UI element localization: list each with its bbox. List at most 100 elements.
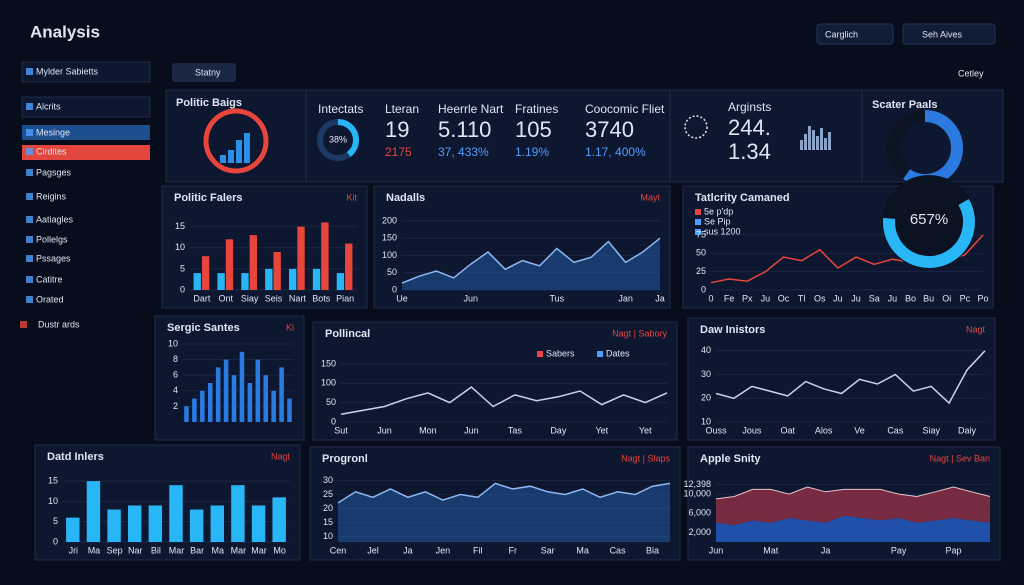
bar bbox=[239, 351, 245, 422]
x-tick-label: Pc bbox=[960, 293, 971, 303]
legend-swatch bbox=[695, 219, 701, 225]
x-tick-label: Bu bbox=[923, 293, 934, 303]
bar bbox=[249, 235, 257, 290]
sidebar-row[interactable] bbox=[21, 61, 151, 83]
legend-item: Se Pip bbox=[704, 216, 731, 226]
donut-decor bbox=[317, 119, 359, 161]
dropdown[interactable] bbox=[816, 23, 894, 45]
chart-badge: Nagt | Sabory bbox=[612, 328, 667, 338]
sidebar-item[interactable]: Cirdites bbox=[36, 146, 67, 156]
x-tick-label: Sa bbox=[869, 293, 880, 303]
bar bbox=[263, 375, 269, 422]
dropdown-label[interactable]: Carglich bbox=[825, 29, 858, 39]
chart-title: Tatlcrity Camaned bbox=[695, 192, 790, 204]
panel bbox=[165, 89, 307, 183]
x-tick-label: Pap bbox=[945, 545, 961, 555]
y-tick-label: 100 bbox=[382, 250, 397, 260]
x-tick-label: Nart bbox=[289, 293, 307, 303]
bar bbox=[289, 268, 297, 290]
kpi-sub: 1.19% bbox=[515, 145, 549, 159]
sidebar-item[interactable]: Mesinge bbox=[36, 127, 70, 137]
sidebar-item[interactable]: Dustr ards bbox=[38, 319, 80, 329]
toolbar-button-label[interactable]: Statny bbox=[195, 67, 221, 77]
y-tick-label: 10 bbox=[175, 242, 185, 252]
x-tick-label: Siay bbox=[922, 425, 940, 435]
x-tick-label: Bar bbox=[190, 545, 204, 555]
x-tick-label: Ju bbox=[888, 293, 898, 303]
x-tick-label: Mar bbox=[251, 545, 267, 555]
sidebar-item[interactable]: Alcrits bbox=[36, 101, 61, 111]
sidebar-item[interactable]: Reigins bbox=[36, 191, 67, 201]
y-tick-label: 0 bbox=[53, 536, 58, 546]
chart-title: Pollincal bbox=[325, 328, 370, 340]
legend-item: Dates bbox=[606, 348, 630, 358]
bar bbox=[321, 222, 329, 290]
x-tick-label: Sep bbox=[107, 545, 123, 555]
sidebar-icon bbox=[26, 169, 33, 176]
bar bbox=[210, 505, 224, 542]
chart-badge: Mayt bbox=[640, 192, 660, 202]
x-tick-label: Fr bbox=[508, 545, 517, 555]
toolbar-action[interactable]: Cetley bbox=[958, 68, 984, 78]
chart-badge: Nagt bbox=[271, 451, 291, 461]
x-tick-label: Yet bbox=[595, 425, 608, 435]
search-label[interactable]: Seh Aives bbox=[922, 29, 963, 39]
sidebar-item[interactable]: Aatiagles bbox=[36, 214, 74, 224]
chart-title: Datd Inlers bbox=[47, 451, 104, 463]
y-tick-label: 10 bbox=[48, 496, 58, 506]
sidebar-active[interactable] bbox=[22, 125, 150, 140]
kpi-value: 5.110 bbox=[438, 117, 491, 142]
bar bbox=[148, 505, 163, 542]
sidebar-item[interactable]: Pssages bbox=[36, 253, 71, 263]
y-tick-label: 75 bbox=[696, 229, 706, 239]
bar bbox=[255, 359, 261, 422]
y-tick-label: 10,000 bbox=[683, 489, 711, 499]
y-tick-label: 2 bbox=[173, 401, 178, 411]
bar bbox=[169, 485, 183, 542]
aside-sub: 1.34 bbox=[728, 139, 771, 164]
x-tick-label: Ont bbox=[219, 293, 234, 303]
x-tick-label: Day bbox=[550, 425, 567, 435]
x-tick-label: Fe bbox=[724, 293, 735, 303]
y-tick-label: 15 bbox=[323, 517, 333, 527]
sidebar-item[interactable]: Pollelgs bbox=[36, 234, 68, 244]
sidebar-item[interactable]: Pagsges bbox=[36, 167, 72, 177]
toolbar-button[interactable] bbox=[172, 63, 236, 82]
bar bbox=[207, 383, 213, 422]
bar bbox=[215, 367, 221, 422]
y-tick-label: 5 bbox=[53, 516, 58, 526]
x-tick-label: Mat bbox=[763, 545, 779, 555]
sidebar-icon bbox=[26, 255, 33, 262]
area bbox=[716, 487, 990, 526]
area bbox=[716, 515, 990, 542]
bar bbox=[217, 273, 225, 290]
x-tick-label: Jous bbox=[742, 425, 762, 435]
y-tick-label: 4 bbox=[173, 385, 178, 395]
search-box[interactable] bbox=[902, 23, 996, 45]
x-tick-label: Jun bbox=[709, 545, 724, 555]
kpi-value: 19 bbox=[385, 117, 409, 142]
overlay-label: 657% bbox=[910, 211, 948, 228]
x-tick-label: Oat bbox=[780, 425, 795, 435]
x-tick-label: Ve bbox=[854, 425, 865, 435]
sidebar-item[interactable]: Orated bbox=[36, 294, 64, 304]
panel bbox=[305, 89, 671, 183]
kpi-value: 105 bbox=[515, 117, 552, 142]
legend-swatch bbox=[695, 229, 701, 235]
y-tick-label: 6 bbox=[173, 370, 178, 380]
area bbox=[338, 483, 670, 542]
line bbox=[340, 386, 668, 416]
sidebar-item[interactable]: Catitre bbox=[36, 274, 63, 284]
x-tick-label: Dart bbox=[193, 293, 211, 303]
sidebar-icon bbox=[26, 68, 33, 75]
y-tick-label: 6,000 bbox=[688, 508, 711, 518]
x-tick-label: Oc bbox=[778, 293, 790, 303]
sidebar-alert[interactable] bbox=[22, 145, 150, 160]
x-tick-label: Jun bbox=[377, 425, 392, 435]
sidebar-item[interactable]: Mylder Sabietts bbox=[36, 66, 99, 76]
x-tick-label: Pian bbox=[336, 293, 354, 303]
x-tick-label: Mar bbox=[231, 545, 247, 555]
app-title: Analysis bbox=[30, 22, 100, 41]
sidebar-row[interactable] bbox=[21, 96, 151, 118]
